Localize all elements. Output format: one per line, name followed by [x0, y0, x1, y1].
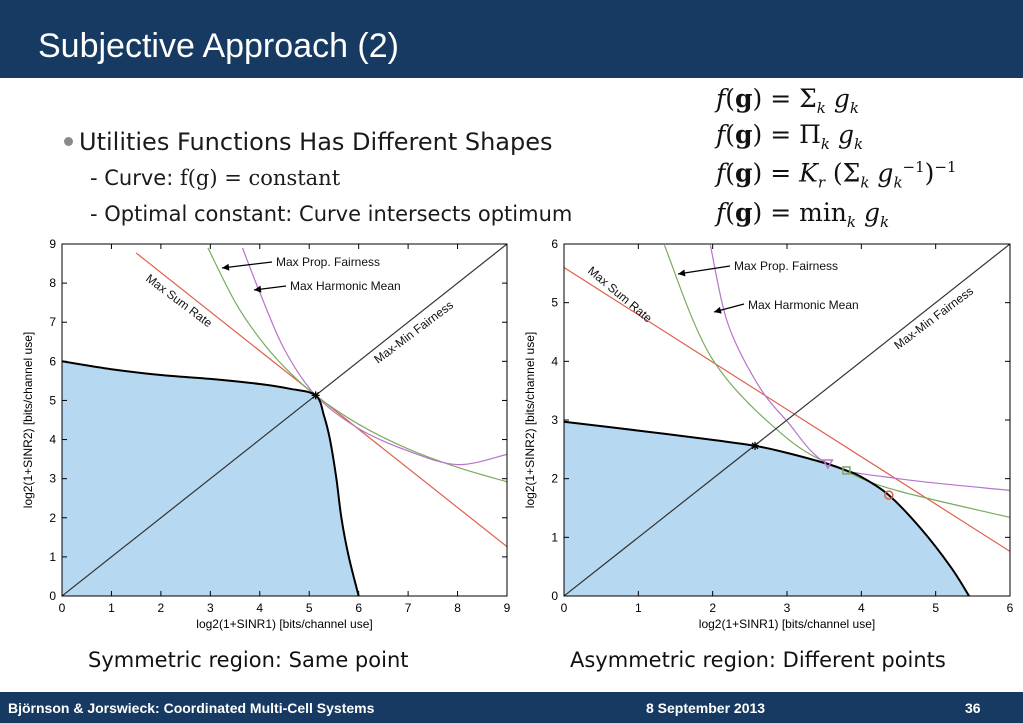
- x-tick-label: 2: [158, 601, 165, 615]
- bullet-item: Utilities Functions Has Different Shapes: [64, 126, 553, 158]
- y-tick-label: 3: [49, 472, 56, 486]
- plot-frame: [61, 243, 508, 597]
- annotation-arrow-head-icon: [714, 306, 722, 314]
- y-tick-label: 1: [551, 530, 558, 544]
- annotation-label: Max Harmonic Mean: [748, 298, 859, 312]
- x-tick-label: 7: [405, 601, 412, 615]
- harmonic-mean-triangle-marker: [822, 459, 834, 470]
- x-tick-label: 0: [59, 601, 66, 615]
- annotation-arrow-line: [677, 265, 731, 275]
- asymmetric-region-chart: 0 1 2 3 4 5 6 0 1 2 3 4 5 6 log2(1+SINR1) [bits/channe…: [523, 237, 1014, 631]
- title-bar: Subjective Approach (2): [0, 0, 1023, 78]
- x-tick-label: 5: [932, 601, 939, 615]
- bullet-dot-icon: [64, 137, 73, 146]
- series-max-sum-rate: [564, 266, 1010, 552]
- x-tick-label: 5: [306, 601, 313, 615]
- x-tick-label: 6: [1007, 601, 1014, 615]
- annotation-label: Max Sum Rate: [143, 271, 215, 330]
- y-axis-label: log2(1+SINR2) [bits/channel use]: [523, 332, 537, 508]
- region-boundary: [563, 420, 970, 597]
- x-tick-label: 4: [858, 601, 865, 615]
- series-group: [564, 244, 1010, 596]
- y-tick-label: 6: [551, 237, 558, 251]
- series-max-harmonic-mean: [709, 245, 1010, 491]
- curve-formula: f(g) = constant: [179, 166, 341, 190]
- x-tick-label: 3: [207, 601, 214, 615]
- formula-sum: f(g) = Σk gk: [716, 84, 859, 117]
- x-tick-label: 4: [256, 601, 263, 615]
- annotation-label: Max Prop. Fairness: [276, 255, 380, 269]
- sub-bullet-optimal: - Optimal constant: Curve intersects opt…: [90, 202, 573, 226]
- annotation-label: Max-Min Fairness: [371, 298, 456, 367]
- annotation-label: Max Sum Rate: [585, 264, 655, 326]
- annotation-arrow-head-icon: [254, 285, 262, 293]
- annotation-label: Max Prop. Fairness: [734, 259, 838, 273]
- y-tick-label: 3: [551, 413, 558, 427]
- series-max-min-fairness: [62, 244, 507, 596]
- achievable-region-fill: [564, 421, 970, 596]
- x-tick-label: 1: [108, 601, 115, 615]
- series-group: [62, 244, 507, 596]
- x-tick-label: 1: [635, 601, 642, 615]
- y-axis-label: log2(1+SINR2) [bits/channel use]: [21, 332, 35, 508]
- y-tick-label: 0: [49, 589, 56, 603]
- y-tick-label: 4: [49, 433, 56, 447]
- annotation-label: Max-Min Fairness: [891, 284, 976, 353]
- slide-title: Subjective Approach (2): [38, 27, 399, 65]
- y-tick-label: 1: [49, 550, 56, 564]
- y-tick-label: 6: [49, 354, 56, 368]
- y-tick-label: 2: [551, 472, 558, 486]
- x-tick-label: 2: [709, 601, 716, 615]
- prop-fairness-square-marker: [842, 466, 851, 475]
- symmetric-region-chart: 0 1 2 3 4 5 6 7 8 9 0 1 2 3 4 5 6 7 8 9 log2(1+SINR1) [bits/…: [21, 237, 511, 631]
- x-tick-label: 6: [355, 601, 362, 615]
- sum-rate-circle-marker: [884, 490, 894, 500]
- y-tick-label: 0: [551, 589, 558, 603]
- x-tick-label: 8: [454, 601, 461, 615]
- series-max-prop-fairness: [663, 244, 1010, 518]
- x-tick-label: 3: [784, 601, 791, 615]
- y-tick-label: 4: [551, 354, 558, 368]
- footer-date: 8 September 2013: [646, 700, 766, 716]
- x-tick-label: 0: [561, 601, 568, 615]
- y-tick-label: 2: [49, 511, 56, 525]
- y-tick-label: 8: [49, 276, 56, 290]
- x-axis-label: log2(1+SINR1) [bits/channel use]: [196, 617, 372, 631]
- footer-page-number: 36: [965, 700, 981, 716]
- annotation-arrow-head-icon: [678, 269, 686, 277]
- footer-authors: Björnson & Jorswieck: Coordinated Multi-…: [8, 700, 375, 716]
- sub-bullet-curve: - Curve: f(g) = constant: [90, 164, 340, 192]
- optimum-star-marker: [311, 391, 320, 400]
- bullet-text: Utilities Functions Has Different Shapes: [79, 128, 553, 156]
- caption-symmetric: Symmetric region: Same point: [88, 648, 409, 672]
- formula-min: f(g) = mink gk: [716, 198, 890, 231]
- formula-product: f(g) = Πk gk: [716, 120, 864, 153]
- y-tick-label: 5: [551, 296, 558, 310]
- annotation-arrow-line: [221, 261, 273, 269]
- caption-asymmetric: Asymmetric region: Different points: [570, 648, 946, 672]
- formula-harmonic: f(g) = Kr (Σk gk−1)−1: [716, 158, 957, 192]
- annotation-arrow-head-icon: [222, 263, 230, 271]
- x-axis-label: log2(1+SINR1) [bits/channel use]: [699, 617, 875, 631]
- y-tick-label: 9: [49, 237, 56, 251]
- x-tick-label: 9: [504, 601, 511, 615]
- footer-bar: Björnson & Jorswieck: Coordinated Multi-…: [0, 692, 1023, 723]
- y-tick-label: 7: [49, 315, 56, 329]
- sub-bullet-prefix: - Curve:: [90, 166, 180, 190]
- y-tick-label: 5: [49, 393, 56, 407]
- optimum-star-marker: [751, 441, 760, 450]
- series-max-min-fairness: [564, 244, 1010, 596]
- annotation-label: Max Harmonic Mean: [290, 279, 401, 293]
- series-max-harmonic-mean: [241, 247, 507, 466]
